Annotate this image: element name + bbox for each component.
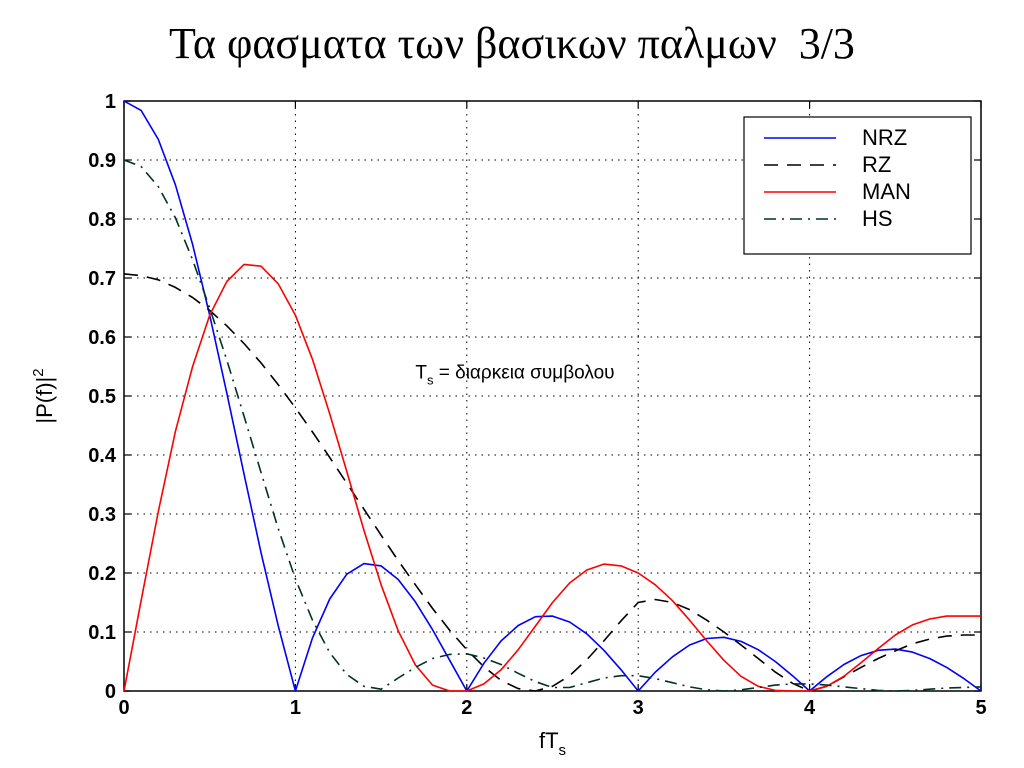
legend-box [743, 116, 972, 255]
series-line-rz [123, 273, 981, 692]
x-tick-label: 5 [975, 697, 986, 719]
x-tick-label: 0 [118, 697, 129, 719]
legend-label-rz: RZ [862, 152, 891, 177]
symbol-duration-annotation: Ts = διαρκεια συμβολου [415, 362, 614, 387]
x-tick-label: 3 [633, 697, 644, 719]
y-axis-label: |P(f)|2 [30, 368, 57, 423]
y-tick-label: 0.4 [88, 445, 117, 467]
legend-label-hs: HS [862, 206, 893, 231]
x-axis-label: fTs [539, 728, 566, 759]
y-tick-label: 0.5 [88, 386, 116, 408]
series-line-man [123, 263, 981, 692]
y-tick-label: 0.9 [88, 150, 116, 172]
legend-label-nrz: NRZ [862, 125, 907, 150]
y-tick-label: 0.3 [88, 504, 116, 526]
y-tick-label: 0.6 [88, 327, 116, 349]
axis-ticks: 0 1 2 3 4 5 0 0.1 0.2 0.3 0.4 0.5 0.6 0.7 0.8 0.9 1 [88, 91, 986, 719]
y-tick-label: 0.7 [88, 268, 116, 290]
y-tick-label: 0.2 [88, 563, 116, 585]
y-tick-label: 1 [105, 91, 116, 113]
series-line-hs [123, 159, 982, 692]
y-tick-label: 0 [105, 681, 116, 703]
series-line-nrz [123, 100, 982, 692]
slide-title: Τα φασματα των βασικων παλμων 3/3 [169, 19, 855, 68]
x-tick-label: 2 [461, 697, 472, 719]
x-tick-label: 4 [804, 697, 816, 719]
series-lines [123, 100, 982, 692]
y-tick-label: 0.8 [88, 209, 116, 231]
y-tick-label: 0.1 [88, 622, 116, 644]
legend-label-man: MAN [862, 179, 911, 204]
x-tick-label: 1 [290, 697, 301, 719]
